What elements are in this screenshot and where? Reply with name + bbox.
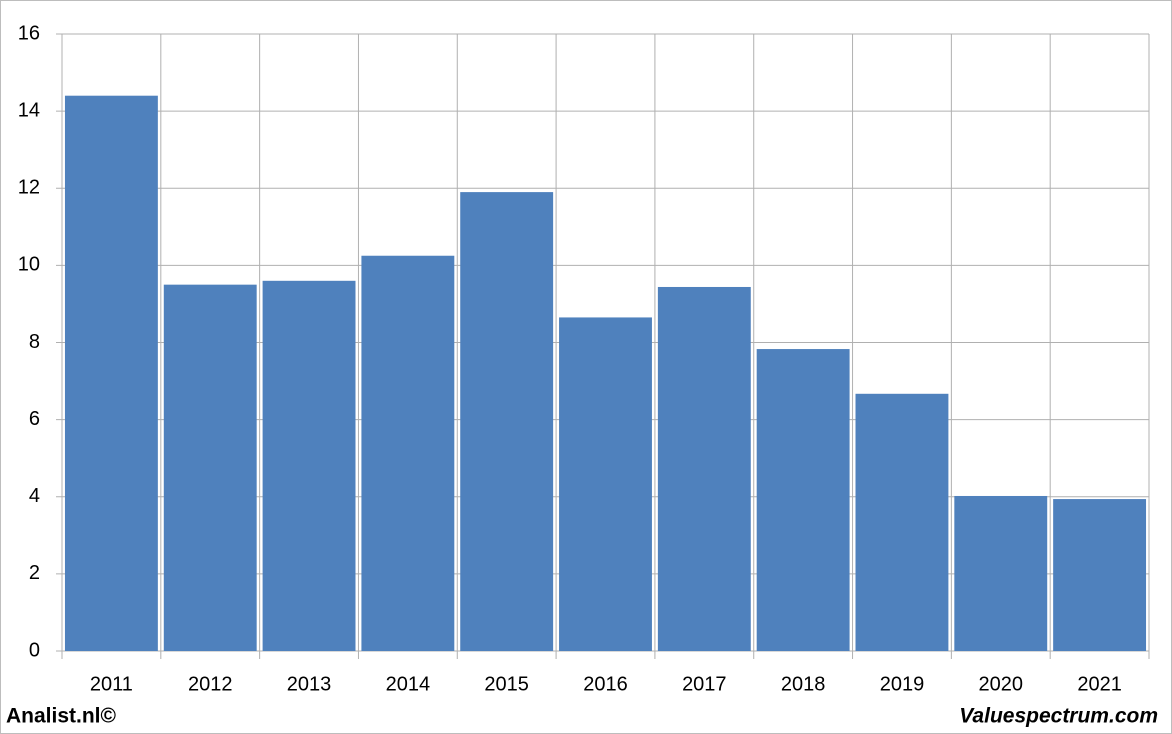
- bar: [163, 284, 257, 651]
- y-tick-label: 0: [29, 639, 40, 661]
- bar: [361, 255, 455, 651]
- bar: [460, 192, 554, 651]
- y-tick-label: 2: [29, 562, 40, 584]
- y-tick-label: 16: [18, 22, 40, 44]
- y-tick-label: 8: [29, 331, 40, 353]
- bar: [756, 349, 850, 651]
- footer-left: Analist.nl©: [6, 705, 117, 728]
- bar: [657, 286, 751, 651]
- bar: [64, 95, 158, 651]
- x-tick-label: 2015: [484, 673, 529, 695]
- x-tick-label: 2021: [1077, 673, 1122, 695]
- x-tick-label: 2020: [979, 673, 1024, 695]
- y-tick-label: 4: [29, 485, 40, 507]
- bar: [262, 280, 356, 651]
- x-tick-label: 2012: [188, 673, 233, 695]
- x-tick-label: 2011: [90, 673, 133, 695]
- bar: [954, 495, 1048, 651]
- x-tick-label: 2014: [386, 673, 431, 695]
- x-tick-label: 2016: [583, 673, 628, 695]
- bar: [1053, 499, 1147, 651]
- x-tick-label: 2019: [880, 673, 925, 695]
- y-tick-label: 6: [29, 408, 40, 430]
- x-tick-label: 2017: [682, 673, 727, 695]
- x-tick-label: 2013: [287, 673, 332, 695]
- y-tick-label: 12: [18, 177, 40, 199]
- x-tick-label: 2018: [781, 673, 826, 695]
- bar: [855, 393, 949, 651]
- bar: [559, 317, 652, 651]
- footer-right: Valuespectrum.com: [959, 705, 1158, 728]
- y-tick-label: 10: [18, 254, 40, 276]
- y-tick-label: 14: [18, 99, 40, 121]
